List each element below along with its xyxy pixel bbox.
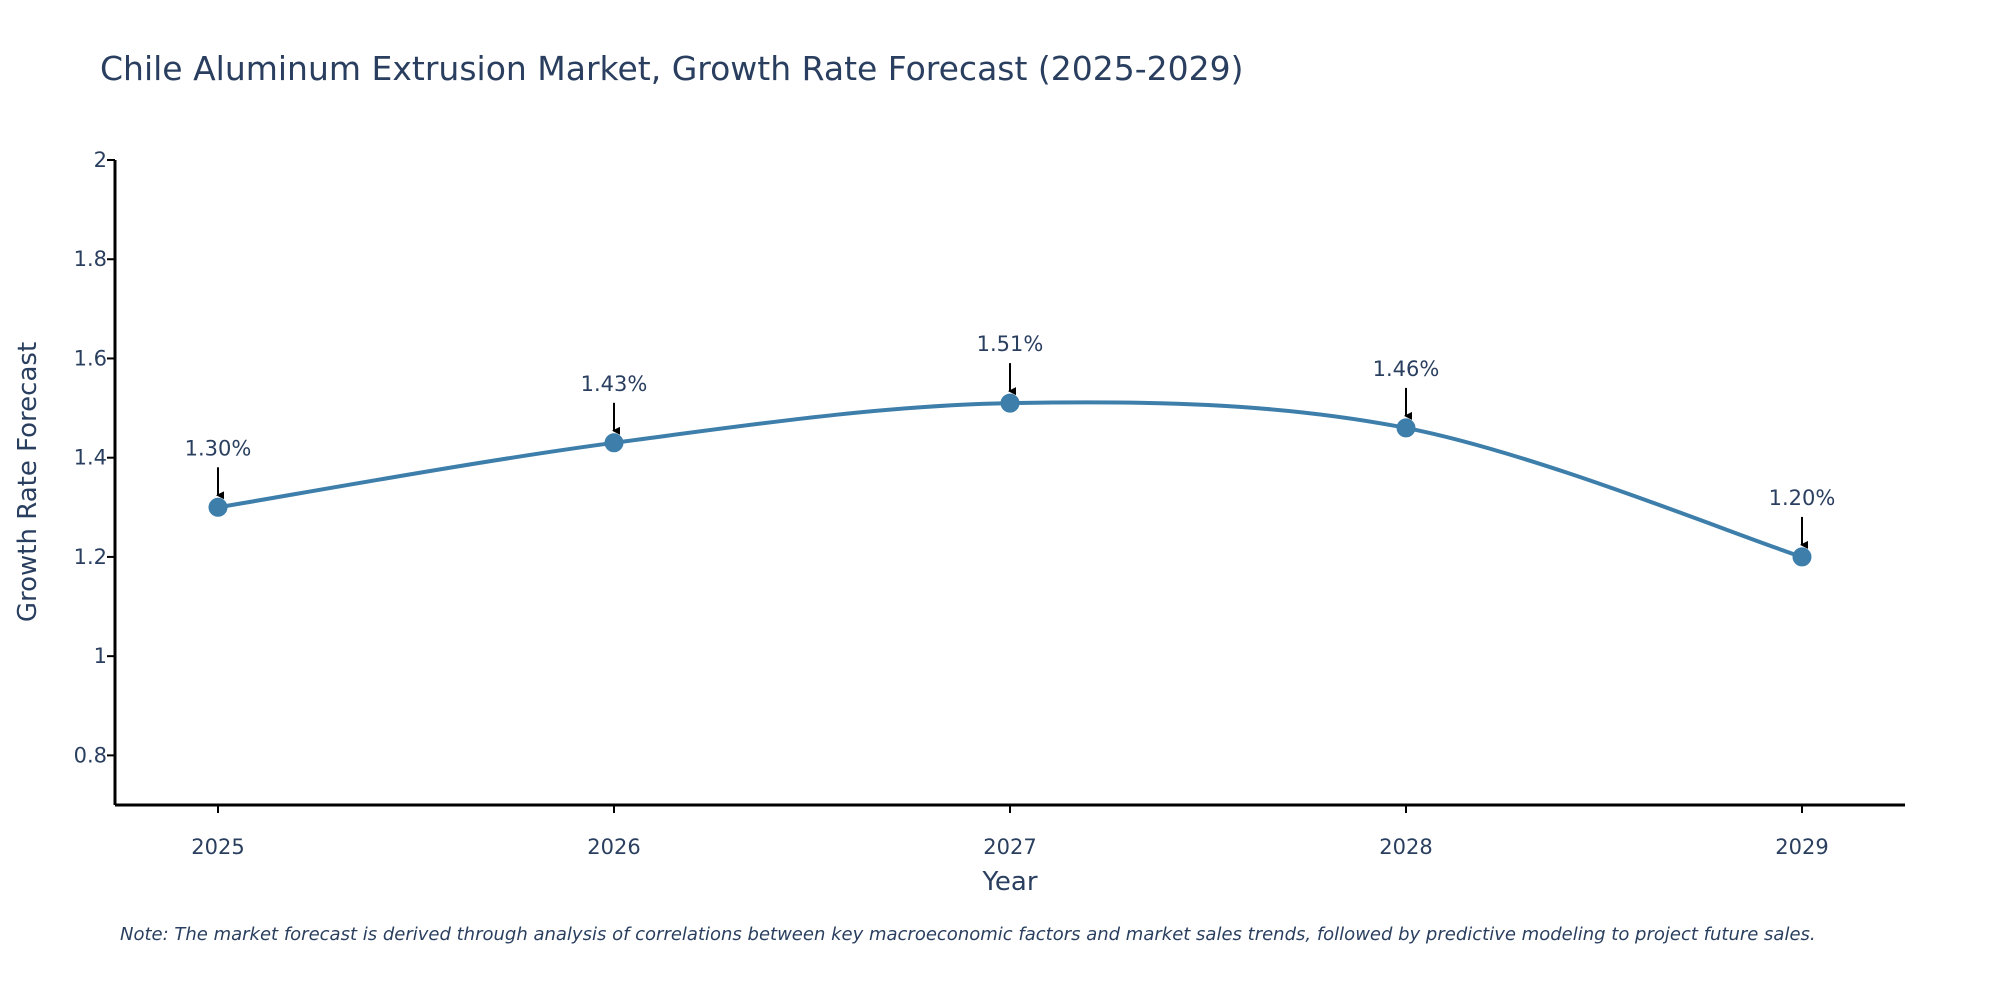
y-tick-label: 1.6 [74, 346, 107, 370]
data-label: 1.30% [185, 436, 252, 460]
data-point [1792, 547, 1812, 567]
y-tick-label: 0.8 [74, 743, 107, 767]
data-label: 1.20% [1769, 486, 1836, 510]
chart-title: Chile Aluminum Extrusion Market, Growth … [100, 49, 1244, 88]
data-points [208, 393, 1812, 567]
y-axis-title: Growth Rate Forecast [13, 342, 43, 622]
data-point [1000, 393, 1020, 413]
x-axis-title: Year [981, 867, 1037, 897]
x-tick-label: 2028 [1379, 835, 1432, 859]
x-tick-label: 2026 [587, 835, 640, 859]
x-tick-label: 2025 [191, 835, 244, 859]
y-tick-label: 1.4 [74, 446, 107, 470]
data-annotations: 1.30% 1.43% 1.51% 1.46% 1.20% [185, 332, 1836, 549]
data-point [1396, 418, 1416, 438]
data-label: 1.43% [581, 372, 648, 396]
data-point [208, 497, 228, 517]
data-label: 1.51% [977, 332, 1044, 356]
data-point [604, 433, 624, 453]
y-tick-label: 1 [94, 644, 107, 668]
data-label: 1.46% [1373, 357, 1440, 381]
y-tick-label: 1.2 [74, 545, 107, 569]
chart-note: Note: The market forecast is derived thr… [120, 924, 1816, 945]
x-axis-ticks: 2025 2026 2027 2028 2029 [191, 805, 1829, 859]
x-tick-label: 2027 [983, 835, 1036, 859]
y-tick-label: 2 [94, 148, 107, 172]
y-axis-ticks: 0.8 1 1.2 1.4 1.6 1.8 2 [74, 148, 115, 767]
x-tick-label: 2029 [1775, 835, 1828, 859]
series-line [216, 400, 1804, 559]
y-tick-label: 1.8 [74, 247, 107, 271]
